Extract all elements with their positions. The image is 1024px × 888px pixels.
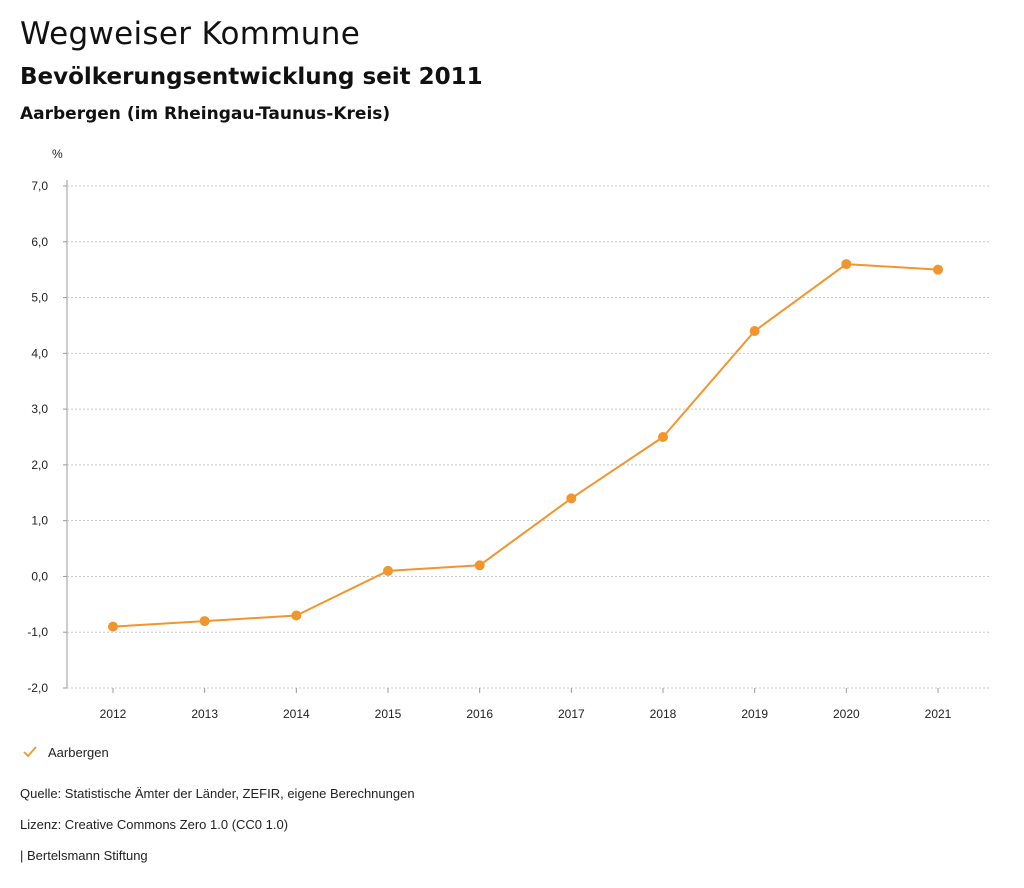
line-chart: % 7,0 6,0 5,0 4,0 3,0 2,0 1,0 0,0 -1,0 -2,0 2012 201… [0,140,1024,730]
chart-subtitle: Bevölkerungsentwicklung seit 2011 [20,64,483,90]
data-point [200,616,210,626]
x-tick-label: 2020 [833,707,860,721]
x-tick-label: 2017 [558,707,585,721]
chart-legend[interactable]: Aarbergen [22,744,109,760]
legend-label-aarbergen: Aarbergen [48,745,109,760]
data-point [750,326,760,336]
x-tick-label: 2013 [191,707,218,721]
y-axis-unit-label: % [52,147,63,161]
region-label: Aarbergen (im Rheingau-Taunus-Kreis) [20,104,390,124]
x-tick-label: 2018 [650,707,677,721]
data-point [841,259,851,269]
data-point [566,493,576,503]
y-tick-label: 1,0 [31,514,48,528]
x-tick-label: 2012 [100,707,127,721]
series-line-aarbergen [113,264,938,627]
x-tick-label: 2019 [741,707,768,721]
license-note: Lizenz: Creative Commons Zero 1.0 (CC0 1… [20,817,288,832]
check-icon [22,744,38,760]
y-tick-label: 2,0 [31,458,48,472]
page-title: Wegweiser Kommune [20,16,360,52]
data-point [658,432,668,442]
y-tick-label: -2,0 [27,681,48,695]
y-tick-label: 5,0 [31,291,48,305]
data-point [383,566,393,576]
source-note: Quelle: Statistische Ämter der Länder, Z… [20,786,415,801]
data-point [933,265,943,275]
data-point [475,560,485,570]
x-tick-label: 2021 [925,707,952,721]
x-tick-label: 2014 [283,707,310,721]
x-tick-label: 2015 [375,707,402,721]
y-tick-label: 4,0 [31,346,48,360]
y-tick-label: 7,0 [31,179,48,193]
y-tick-label: -1,0 [27,625,48,639]
data-point [108,622,118,632]
data-point [291,610,301,620]
y-tick-label: 3,0 [31,402,48,416]
y-tick-label: 6,0 [31,235,48,249]
y-tick-label: 0,0 [31,569,48,583]
x-tick-label: 2016 [466,707,493,721]
publisher-note: | Bertelsmann Stiftung [20,848,148,863]
